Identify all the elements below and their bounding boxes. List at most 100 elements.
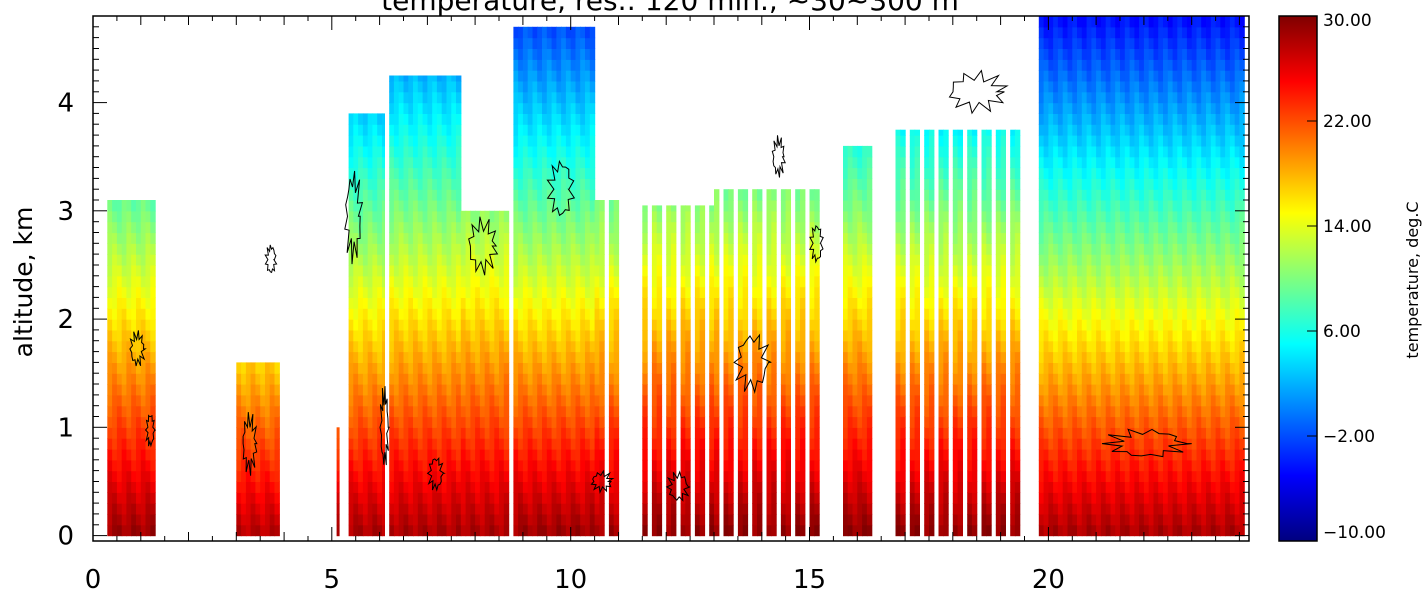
heatmap-cell (1077, 70, 1083, 82)
heatmap-cell (556, 37, 562, 49)
heatmap-cell (1043, 373, 1049, 385)
heatmap-cell (580, 416, 586, 428)
heatmap-cell (589, 254, 596, 266)
heatmap-cell (367, 124, 374, 136)
heatmap-cell (1077, 178, 1083, 190)
heatmap-cell (561, 308, 567, 320)
heatmap-cell (1000, 189, 1006, 201)
heatmap-cell (570, 405, 577, 418)
heatmap-cell (1038, 416, 1045, 428)
heatmap-cell (1086, 492, 1092, 504)
heatmap-cell (971, 481, 978, 493)
heatmap-cell (470, 492, 476, 504)
heatmap-cell (250, 481, 256, 493)
heatmap-cell (527, 340, 534, 353)
heatmap-cell (995, 394, 1002, 407)
heatmap-cell (145, 254, 151, 266)
heatmap-cell (694, 394, 701, 407)
heatmap-cell (269, 449, 276, 461)
heatmap-cell (1100, 449, 1107, 461)
heatmap-cell (1067, 384, 1073, 396)
heatmap-cell (967, 384, 973, 396)
heatmap-cell (1014, 221, 1021, 234)
heatmap-cell (427, 102, 433, 114)
heatmap-cell (269, 427, 276, 439)
heatmap-cell (1053, 243, 1059, 255)
heatmap-cell (556, 254, 562, 266)
heatmap-cell (752, 243, 758, 255)
heatmap-cell (1048, 178, 1054, 190)
heatmap-cell (862, 210, 868, 223)
heatmap-cell (1000, 340, 1006, 353)
heatmap-cell (575, 297, 581, 309)
heatmap-cell (427, 232, 433, 244)
heatmap-cell (116, 470, 123, 482)
heatmap-cell (499, 524, 505, 537)
heatmap-cell (150, 459, 156, 472)
heatmap-cell (1057, 394, 1064, 407)
heatmap-cell (413, 405, 419, 418)
heatmap-cell (771, 275, 777, 288)
heatmap-cell (795, 449, 801, 461)
heatmap-cell (685, 513, 691, 526)
heatmap-cell (136, 416, 142, 428)
heatmap-cell (112, 394, 118, 407)
heatmap-cell (924, 319, 930, 331)
heatmap-cell (358, 438, 364, 450)
heatmap-cell (599, 394, 605, 407)
heatmap-cell (1053, 286, 1059, 298)
heatmap-cell (1062, 70, 1069, 82)
heatmap-cell (556, 200, 562, 212)
heatmap-cell (1091, 102, 1097, 114)
heatmap-cell (814, 503, 820, 515)
heatmap-cell (441, 351, 448, 363)
heatmap-cell (857, 178, 863, 190)
heatmap-cell (1000, 135, 1006, 147)
heatmap-cell (518, 459, 524, 472)
heatmap-cell (537, 286, 543, 298)
heatmap-cell (542, 470, 548, 482)
heatmap-cell (556, 492, 562, 504)
heatmap-cell (451, 308, 457, 320)
heatmap-cell (417, 102, 424, 114)
heatmap-cell (599, 438, 605, 450)
heatmap-cell (895, 405, 901, 418)
heatmap-cell (570, 513, 577, 526)
heatmap-cell (795, 243, 801, 255)
heatmap-cell (422, 492, 428, 504)
heatmap-cell (475, 297, 481, 309)
heatmap-cell (957, 513, 963, 526)
heatmap-cell (274, 513, 280, 526)
heatmap-cell (427, 243, 433, 255)
heatmap-cell (613, 243, 620, 255)
heatmap-cell (546, 200, 553, 212)
heatmap-cell (809, 470, 815, 482)
heatmap-cell (1091, 113, 1097, 125)
heatmap-cell (518, 145, 524, 158)
heatmap-cell (136, 297, 142, 309)
heatmap-cell (460, 438, 467, 450)
heatmap-cell (594, 373, 600, 385)
heatmap-cell (367, 308, 374, 320)
heatmap-cell (1014, 156, 1021, 169)
heatmap-cell (1000, 200, 1006, 212)
heatmap-cell (986, 232, 992, 244)
heatmap-cell (1057, 243, 1064, 255)
heatmap-cell (957, 178, 963, 190)
heatmap-cell (757, 221, 763, 234)
heatmap-cell (1053, 91, 1059, 104)
heatmap-cell (895, 232, 901, 244)
heatmap-cell (895, 427, 901, 439)
heatmap-cell (494, 232, 500, 244)
heatmap-cell (852, 275, 858, 288)
heatmap-cell (995, 470, 1002, 482)
heatmap-cell (589, 449, 596, 461)
heatmap-cell (599, 513, 605, 526)
heatmap-cell (656, 205, 663, 212)
heatmap-cell (594, 329, 600, 342)
heatmap-cell (417, 265, 424, 277)
heatmap-cell (484, 329, 491, 342)
heatmap-cell (441, 470, 448, 482)
heatmap-cell (116, 513, 123, 526)
heatmap-cell (367, 167, 374, 179)
